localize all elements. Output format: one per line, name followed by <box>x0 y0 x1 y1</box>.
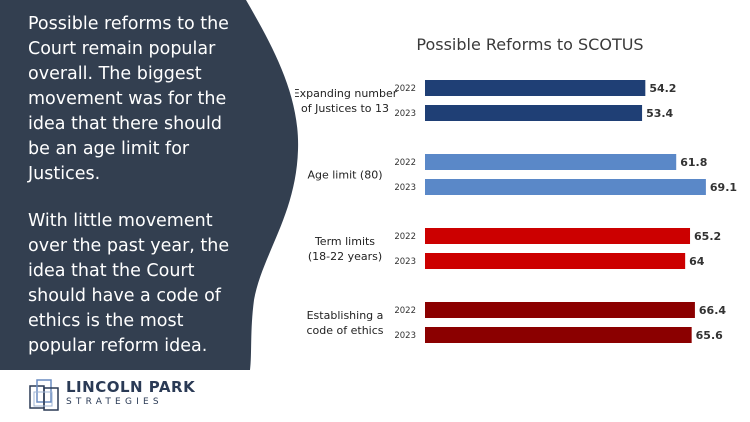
bar <box>425 327 692 343</box>
data-label: 65.6 <box>696 329 723 342</box>
bar <box>425 179 706 195</box>
summary-paragraph-1: Possible reforms to the Court remain pop… <box>28 14 229 184</box>
logo-name: LINCOLN PARK <box>66 378 196 396</box>
year-label: 2023 <box>394 109 416 119</box>
data-label: 54.2 <box>649 82 676 95</box>
bar <box>425 302 695 318</box>
category-label: code of ethics <box>306 324 383 337</box>
category-label: Expanding number <box>295 87 398 100</box>
chart-body: Expanding number of Justices to 13 2022 54.… <box>295 80 737 343</box>
category-label: Establishing a <box>307 309 384 322</box>
category-label: Age limit (80) <box>307 169 382 182</box>
bar <box>425 228 691 244</box>
summary-panel: Possible reforms to the Court remain pop… <box>0 0 300 370</box>
year-label: 2022 <box>394 84 416 94</box>
summary-paragraph-2: With little movement over the past year,… <box>28 211 230 356</box>
reforms-bar-chart: Possible Reforms to SCOTUS Expanding num… <box>295 35 737 343</box>
year-label: 2022 <box>394 232 416 242</box>
bar <box>425 253 686 269</box>
year-label: 2022 <box>394 158 416 168</box>
logo-mark-icon <box>29 379 59 411</box>
year-label: 2023 <box>394 331 416 341</box>
data-label: 65.2 <box>694 230 721 243</box>
data-label: 69.1 <box>710 181 737 194</box>
data-label: 66.4 <box>699 304 726 317</box>
year-label: 2023 <box>394 183 416 193</box>
year-label: 2023 <box>394 257 416 267</box>
bar <box>425 80 646 96</box>
data-label: 53.4 <box>646 107 673 120</box>
bar <box>425 105 643 121</box>
category-label: (18-22 years) <box>308 250 382 263</box>
bar <box>425 154 677 170</box>
category-label: of Justices to 13 <box>301 102 389 115</box>
panel-background <box>0 0 299 370</box>
logo-subtitle: STRATEGIES <box>66 397 163 407</box>
lincoln-park-logo: LINCOLN PARK STRATEGIES <box>28 378 208 412</box>
data-label: 64 <box>689 255 705 268</box>
chart-title: Possible Reforms to SCOTUS <box>416 35 643 54</box>
year-label: 2022 <box>394 306 416 316</box>
data-label: 61.8 <box>680 156 707 169</box>
category-label: Term limits <box>314 235 375 248</box>
